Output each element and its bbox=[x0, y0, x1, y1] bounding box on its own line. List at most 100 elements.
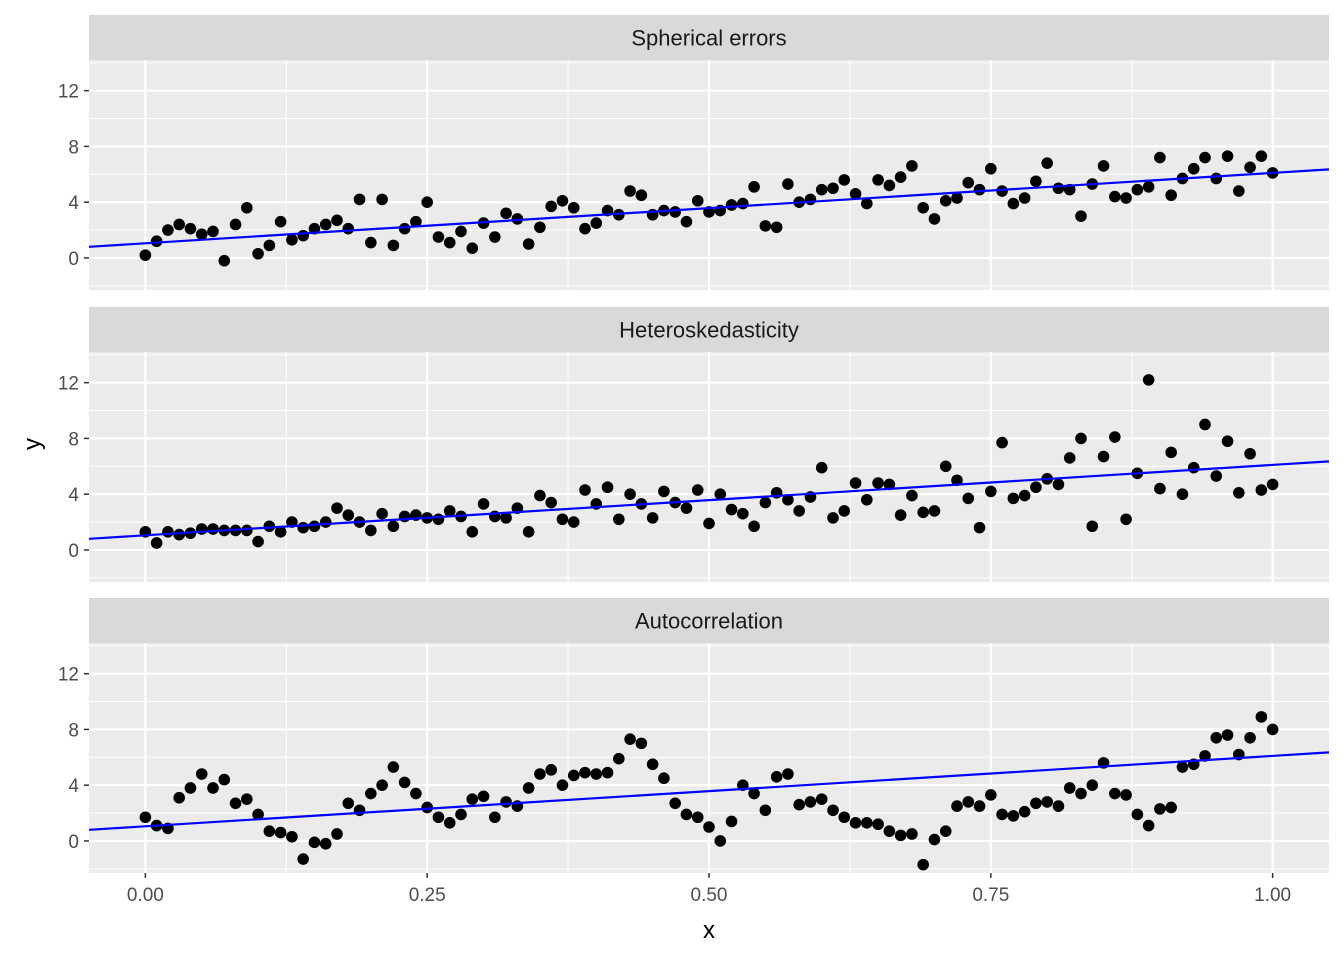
y-tick-label: 8 bbox=[68, 720, 79, 741]
data-point bbox=[590, 217, 603, 229]
data-point bbox=[1086, 779, 1099, 791]
data-point bbox=[365, 787, 377, 800]
data-point bbox=[342, 509, 355, 521]
data-point bbox=[353, 193, 366, 206]
data-point bbox=[387, 520, 400, 533]
data-point bbox=[939, 460, 952, 473]
data-point bbox=[601, 766, 614, 779]
data-point bbox=[1030, 481, 1042, 494]
y-tick-label: 0 bbox=[68, 832, 79, 853]
data-point bbox=[466, 793, 479, 805]
data-point bbox=[849, 188, 862, 200]
data-point bbox=[725, 503, 738, 516]
data-point bbox=[917, 201, 929, 214]
data-point bbox=[139, 811, 152, 824]
data-point bbox=[748, 181, 760, 193]
data-point bbox=[680, 215, 693, 228]
data-point bbox=[703, 821, 715, 833]
data-point bbox=[522, 238, 535, 250]
facet-strip bbox=[89, 598, 1329, 643]
data-point bbox=[939, 825, 952, 837]
data-point bbox=[331, 828, 343, 840]
data-point bbox=[195, 228, 208, 241]
data-point bbox=[500, 796, 512, 808]
data-point bbox=[1221, 729, 1234, 741]
data-point bbox=[522, 526, 535, 538]
y-tick-label: 12 bbox=[58, 374, 79, 395]
data-point bbox=[1131, 808, 1144, 821]
data-point bbox=[376, 779, 388, 791]
data-point bbox=[319, 516, 332, 528]
data-point bbox=[737, 507, 749, 520]
data-point bbox=[319, 837, 332, 850]
data-point bbox=[1052, 478, 1065, 491]
data-point bbox=[263, 520, 276, 533]
data-point bbox=[1120, 789, 1132, 801]
data-point bbox=[883, 179, 896, 192]
data-point bbox=[759, 220, 772, 232]
data-point bbox=[985, 162, 997, 175]
data-point bbox=[601, 481, 614, 494]
data-point bbox=[1154, 803, 1166, 815]
data-point bbox=[872, 174, 884, 186]
data-point bbox=[1154, 151, 1166, 164]
data-point bbox=[1109, 190, 1121, 203]
data-point bbox=[1097, 160, 1110, 172]
data-point bbox=[1210, 470, 1223, 482]
data-point bbox=[770, 771, 783, 783]
data-point bbox=[331, 214, 343, 227]
data-point bbox=[1165, 189, 1177, 202]
y-tick-label: 12 bbox=[58, 82, 79, 103]
data-point bbox=[567, 516, 580, 528]
data-point bbox=[1244, 447, 1256, 460]
data-point bbox=[1018, 805, 1031, 818]
data-point bbox=[297, 229, 309, 242]
data-point bbox=[613, 752, 625, 765]
data-point bbox=[1244, 161, 1256, 174]
x-tick-label: 0.50 bbox=[691, 885, 728, 906]
data-point bbox=[252, 535, 264, 548]
data-point bbox=[410, 787, 422, 800]
y-tick-label: 0 bbox=[68, 249, 79, 270]
data-point bbox=[1176, 488, 1189, 500]
data-point bbox=[353, 804, 366, 817]
data-point bbox=[996, 808, 1008, 821]
data-point bbox=[1210, 172, 1223, 185]
data-point bbox=[567, 201, 580, 214]
data-point bbox=[455, 808, 467, 821]
data-point bbox=[207, 523, 219, 535]
data-point bbox=[725, 199, 738, 211]
data-point bbox=[838, 811, 851, 824]
data-point bbox=[241, 793, 253, 805]
data-point bbox=[1142, 819, 1155, 832]
data-point bbox=[669, 797, 681, 810]
data-point bbox=[263, 825, 276, 837]
data-point bbox=[1063, 452, 1076, 464]
data-point bbox=[962, 492, 975, 505]
data-point bbox=[985, 485, 997, 498]
data-point bbox=[184, 222, 197, 235]
data-point bbox=[139, 249, 152, 261]
data-point bbox=[849, 477, 862, 489]
data-point bbox=[1030, 797, 1042, 810]
data-point bbox=[1075, 210, 1087, 222]
data-point bbox=[917, 506, 929, 519]
data-point bbox=[342, 797, 355, 810]
data-point bbox=[827, 512, 839, 524]
data-point bbox=[455, 225, 467, 238]
data-point bbox=[1199, 750, 1211, 762]
data-point bbox=[534, 221, 546, 234]
x-tick-label: 1.00 bbox=[1254, 885, 1291, 906]
data-point bbox=[872, 477, 884, 489]
data-point bbox=[1007, 197, 1020, 210]
data-point bbox=[849, 817, 862, 829]
data-point bbox=[996, 185, 1008, 197]
y-tick-label: 4 bbox=[68, 193, 79, 214]
data-point bbox=[669, 206, 681, 218]
data-point bbox=[365, 236, 377, 249]
facet-strip-label: Spherical errors bbox=[631, 26, 786, 51]
data-point bbox=[1007, 492, 1020, 505]
data-point bbox=[1221, 435, 1234, 448]
data-point bbox=[838, 174, 851, 186]
data-point bbox=[534, 768, 546, 780]
